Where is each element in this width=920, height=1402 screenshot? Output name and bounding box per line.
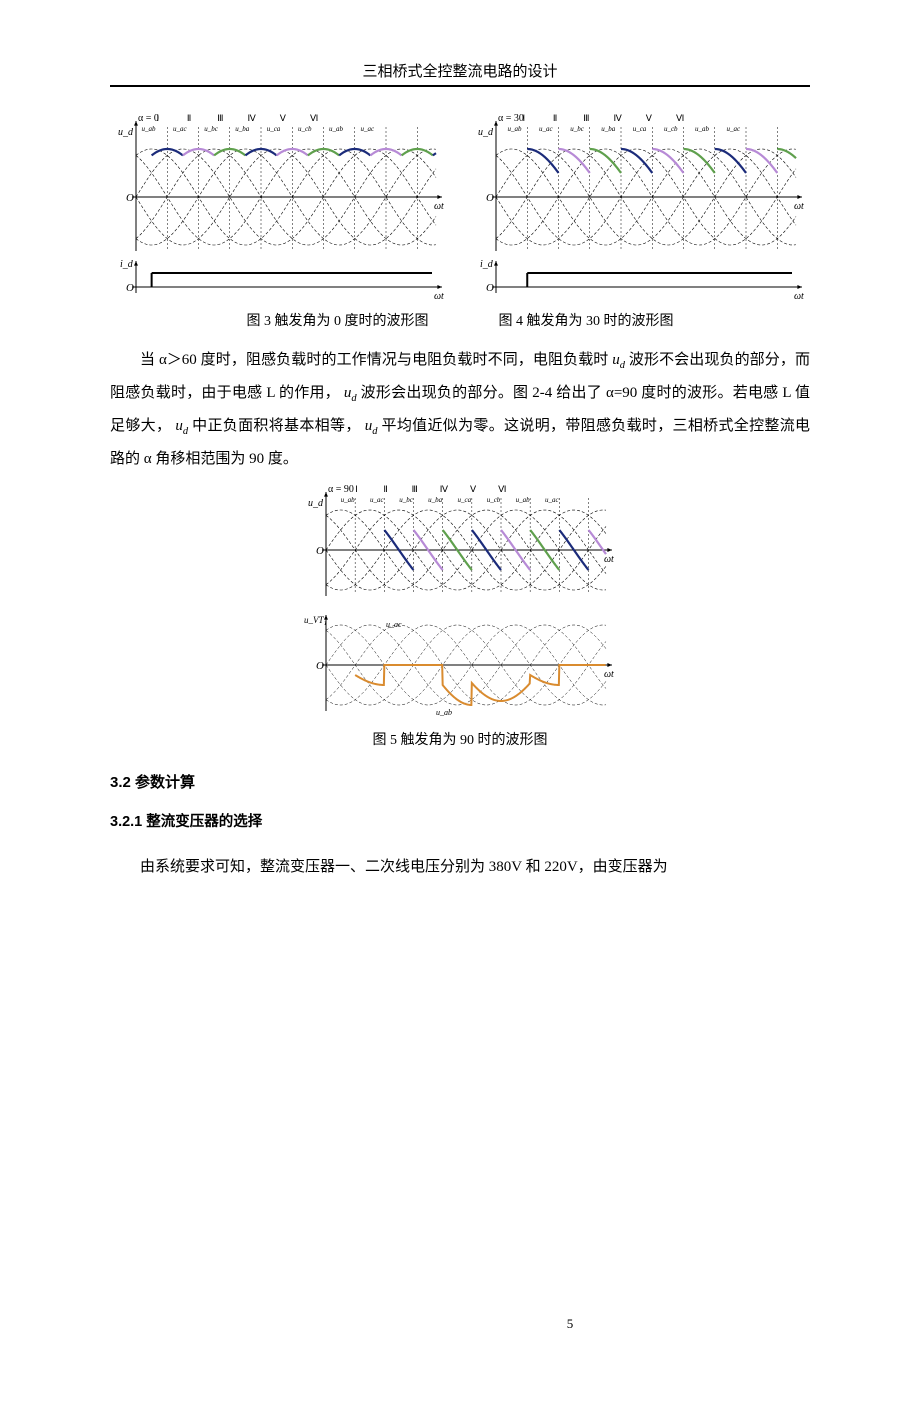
svg-text:Ⅰ: Ⅰ — [355, 484, 358, 494]
d: d — [351, 393, 356, 404]
svg-text:u_ba: u_ba — [235, 125, 250, 133]
svg-text:ωt: ωt — [604, 669, 614, 680]
svg-text:O: O — [316, 660, 324, 672]
svg-text:u_bc: u_bc — [570, 125, 585, 133]
svg-text:u_ac: u_ac — [545, 496, 560, 504]
u: u — [612, 352, 620, 368]
svg-text:u_ca: u_ca — [633, 125, 647, 133]
figure-3-svg: Oωtu_dα = 0ⅠⅡⅢⅣⅤⅥu_abu_acu_bcu_bau_cau_c… — [110, 109, 450, 304]
svg-text:u_ca: u_ca — [267, 125, 281, 133]
d: d — [372, 426, 377, 437]
svg-text:u_cb: u_cb — [298, 125, 312, 133]
svg-text:Ⅲ: Ⅲ — [217, 113, 223, 123]
svg-text:Ⅰ: Ⅰ — [523, 113, 526, 123]
d: d — [183, 426, 188, 437]
figure-row-3-4: Oωtu_dα = 0ⅠⅡⅢⅣⅤⅥu_abu_acu_bcu_bau_cau_c… — [110, 109, 810, 304]
svg-text:u_ab: u_ab — [516, 496, 531, 504]
ud-symbol: ud — [175, 418, 188, 434]
caption-5: 图 5 触发角为 90 时的波形图 — [110, 729, 810, 749]
svg-text:ωt: ωt — [434, 201, 444, 212]
svg-text:O: O — [486, 192, 494, 204]
svg-text:Ⅱ: Ⅱ — [187, 113, 191, 123]
svg-text:Ⅱ: Ⅱ — [553, 113, 557, 123]
paragraph-1: 当 α＞60 度时，阻感负载时的工作情况与电阻负载时不同，电阻负载时 ud 波形… — [110, 344, 810, 476]
svg-text:u_ac: u_ac — [539, 125, 554, 133]
text: 当 α＞60 度时，阻感负载时的工作情况与电阻负载时不同，电阻负载时 — [140, 352, 608, 368]
svg-text:u_ac: u_ac — [173, 125, 188, 133]
figure-5-wrap: Oωt u_d α = 90Ⅰ Ⅱ Ⅲ Ⅳ Ⅴ Ⅵu_ab u_ac u_bc u_ba u_ca u_… — [110, 480, 810, 725]
svg-text:u_ac: u_ac — [726, 125, 741, 133]
svg-text:O: O — [316, 545, 324, 557]
ud-symbol: ud — [365, 418, 378, 434]
caption-pair-3-4: 图 3 触发角为 0 度时的波形图 图 4 触发角为 30 时的波形图 — [110, 310, 810, 330]
svg-text:u_ab: u_ab — [508, 125, 523, 133]
svg-text:α = 90: α = 90 — [328, 484, 354, 495]
svg-text:Ⅳ: Ⅳ — [440, 484, 449, 494]
svg-text:u_ab: u_ab — [436, 708, 452, 717]
text: 中正负面积将基本相等， — [192, 418, 360, 434]
svg-text:i_d: i_d — [120, 259, 134, 270]
svg-text:O: O — [486, 282, 494, 294]
svg-text:α = 30: α = 30 — [498, 113, 524, 124]
svg-text:Ⅳ: Ⅳ — [613, 113, 622, 123]
ud-symbol: ud — [612, 352, 625, 368]
figure-5-svg: Oωt u_d α = 90Ⅰ Ⅱ Ⅲ Ⅳ Ⅴ Ⅵu_ab u_ac u_bc u_ba u_ca u_… — [300, 480, 620, 725]
svg-text:Ⅴ: Ⅴ — [280, 113, 287, 123]
svg-text:O: O — [126, 192, 134, 204]
paragraph-2: 由系统要求可知，整流变压器一、二次线电压分别为 380V 和 220V，由变压器… — [110, 851, 810, 884]
svg-text:Ⅲ: Ⅲ — [583, 113, 589, 123]
svg-text:ωt: ωt — [434, 291, 444, 302]
doc-title: 三相桥式全控整流电路的设计 — [110, 60, 810, 81]
svg-text:u_ab: u_ab — [142, 125, 157, 133]
svg-text:u_bc: u_bc — [399, 496, 414, 504]
svg-text:u_ab: u_ab — [329, 125, 344, 133]
u: u — [175, 418, 183, 434]
svg-text:O: O — [126, 282, 134, 294]
svg-text:Ⅵ: Ⅵ — [310, 113, 318, 123]
svg-text:Ⅴ: Ⅴ — [646, 113, 653, 123]
svg-text:u_ac: u_ac — [370, 496, 385, 504]
svg-text:u_ca: u_ca — [458, 496, 472, 504]
heading-3-2: 3.2 参数计算 — [110, 771, 810, 792]
svg-text:u_d: u_d — [478, 127, 494, 138]
figure-4-svg: Oωt u_d α = 30Ⅰ Ⅱ Ⅲ Ⅳ Ⅴ Ⅵu_ab u_ac u_bc u_ba u_ca u_… — [470, 109, 810, 304]
caption-4: 图 4 触发角为 30 时的波形图 — [499, 310, 674, 330]
svg-text:u_bc: u_bc — [204, 125, 219, 133]
svg-text:u_ab: u_ab — [341, 496, 356, 504]
svg-text:Ⅰ: Ⅰ — [157, 113, 160, 123]
svg-text:Ⅲ: Ⅲ — [412, 484, 418, 494]
caption-3: 图 3 触发角为 0 度时的波形图 — [247, 310, 429, 330]
svg-text:u_ac: u_ac — [386, 620, 402, 629]
svg-text:u_VT₁: u_VT₁ — [304, 615, 327, 625]
svg-text:u_cb: u_cb — [664, 125, 678, 133]
svg-text:u_ac: u_ac — [360, 125, 375, 133]
svg-text:ωt: ωt — [604, 554, 614, 565]
svg-text:Ⅱ: Ⅱ — [383, 484, 387, 494]
svg-text:Ⅵ: Ⅵ — [676, 113, 684, 123]
heading-3-2-1: 3.2.1 整流变压器的选择 — [110, 810, 810, 831]
svg-text:u_d: u_d — [118, 127, 134, 138]
svg-text:Ⅳ: Ⅳ — [247, 113, 256, 123]
page-number: 5 — [110, 1316, 920, 1332]
svg-text:u_ab: u_ab — [695, 125, 710, 133]
svg-text:u_ba: u_ba — [428, 496, 443, 504]
svg-text:u_d: u_d — [308, 498, 324, 509]
d: d — [620, 360, 625, 371]
svg-text:i_d: i_d — [480, 259, 494, 270]
title-rule — [110, 85, 810, 87]
svg-text:Ⅴ: Ⅴ — [470, 484, 477, 494]
svg-text:ωt: ωt — [794, 291, 804, 302]
ud-symbol: ud — [344, 385, 357, 401]
svg-text:ωt: ωt — [794, 201, 804, 212]
svg-text:Ⅵ: Ⅵ — [498, 484, 506, 494]
svg-text:u_cb: u_cb — [487, 496, 501, 504]
svg-text:u_ba: u_ba — [601, 125, 616, 133]
